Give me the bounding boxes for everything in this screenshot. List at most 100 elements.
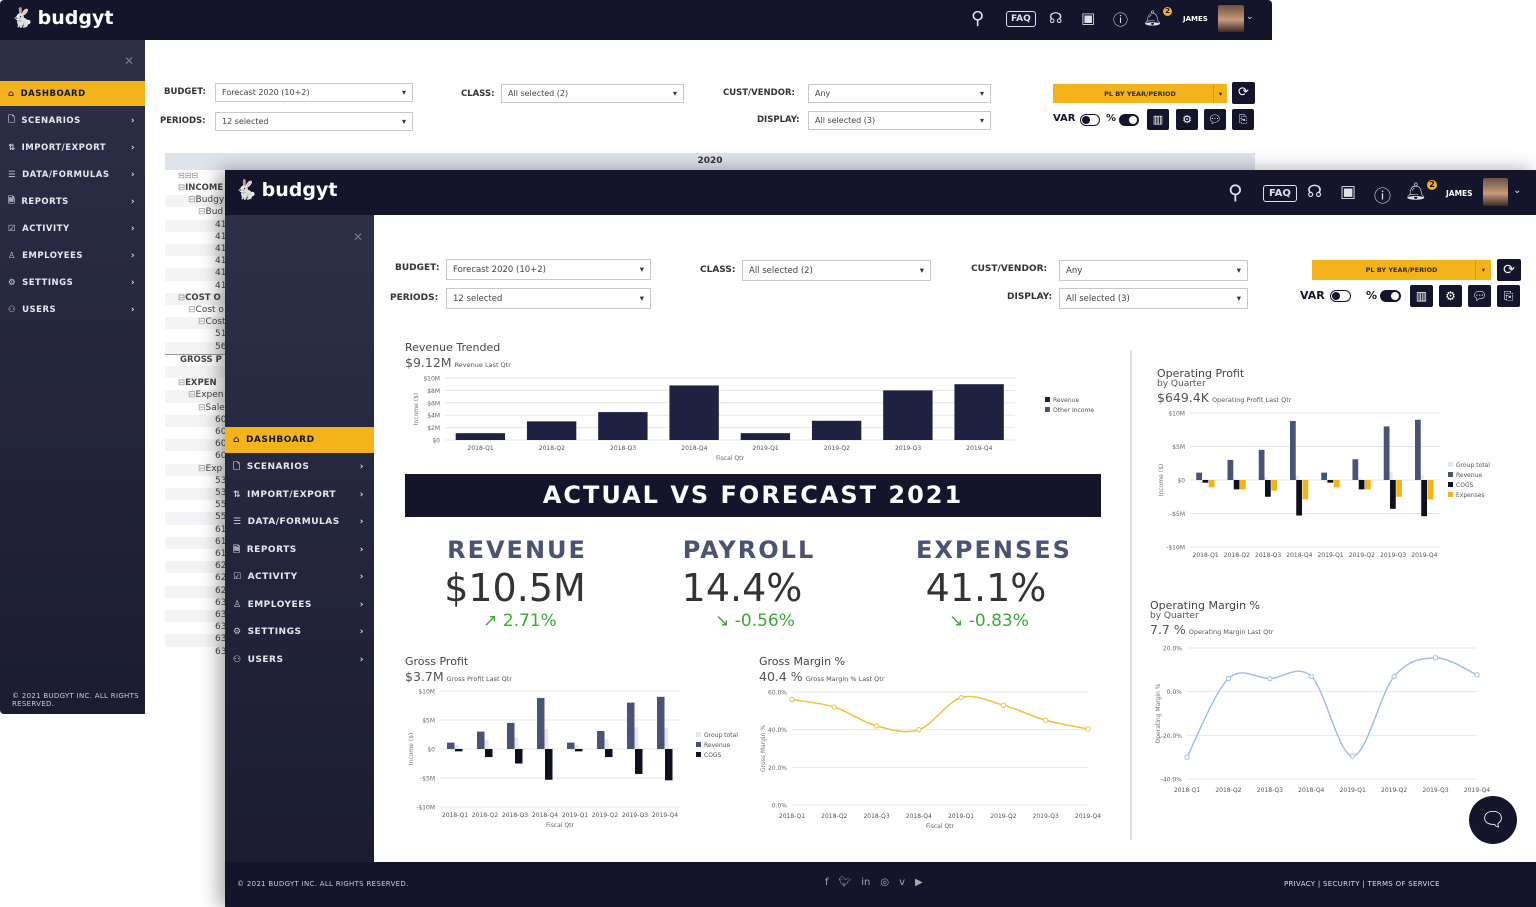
bell-icon[interactable]: 🔔︎	[1143, 9, 1163, 27]
excel-export-icon[interactable]: ⎘	[1497, 285, 1520, 307]
class-select[interactable]: All selected (2) ▾	[501, 84, 684, 103]
user-name[interactable]: JAMES	[1446, 189, 1473, 198]
chevron-down-icon[interactable]: ⌄	[1246, 12, 1254, 22]
chat-button[interactable]: 🗨︎	[1469, 796, 1517, 844]
table-row[interactable]: ⊟INCOME	[165, 183, 225, 195]
table-row[interactable]: 60	[165, 414, 225, 427]
chart-icon[interactable]: ▥	[1147, 109, 1169, 130]
close-icon[interactable]: ✕	[124, 54, 135, 68]
table-row[interactable]: 61	[165, 549, 225, 561]
sidebar-item-settings[interactable]: ⚙ SETTINGS ›	[225, 620, 374, 646]
var-toggle[interactable]	[1330, 290, 1351, 302]
chevron-down-icon[interactable]: ⌄	[1513, 185, 1522, 196]
sidebar-item-dashboard[interactable]: ⌂ DASHBOARD	[225, 427, 374, 453]
table-row[interactable]: ⊟Cost	[165, 317, 225, 330]
budget-select[interactable]: Forecast 2020 (10+2) ▾	[446, 259, 651, 280]
table-row[interactable]: 56	[165, 341, 225, 354]
table-row[interactable]: 62	[165, 585, 225, 598]
bell-icon[interactable]: 🔔︎	[1405, 182, 1427, 202]
refresh-button[interactable]: ⟳	[1497, 259, 1521, 281]
faq-button[interactable]: FAQ	[1006, 11, 1036, 27]
table-row[interactable]: 63	[165, 647, 225, 659]
video-icon[interactable]: ▣	[1081, 9, 1096, 27]
table-row[interactable]: ⊟Budgy	[165, 195, 225, 208]
collapse-icon[interactable]: ⊟	[178, 292, 186, 303]
table-row[interactable]: ⊟Cost o	[165, 305, 225, 317]
excel-export-icon[interactable]: ⎘	[1232, 109, 1254, 130]
sidebar-item-employees[interactable]: ♙ EMPLOYEES ›	[0, 243, 145, 268]
comment-icon[interactable]: 💬︎	[1468, 285, 1491, 307]
var-toggle[interactable]	[1080, 114, 1100, 126]
search-icon[interactable]: ⚲	[971, 8, 985, 29]
logo[interactable]: 🐇 budgyt	[10, 6, 113, 30]
percent-toggle[interactable]	[1380, 290, 1401, 302]
info-icon[interactable]: ⓘ	[1113, 11, 1129, 29]
linkedin-icon[interactable]: in	[861, 877, 871, 888]
facebook-icon[interactable]: f	[825, 877, 829, 888]
sidebar-item-scenarios[interactable]: 🗋 SCENARIOS ›	[225, 455, 374, 481]
refresh-button[interactable]: ⟳	[1232, 82, 1255, 104]
table-row[interactable]: 41	[165, 268, 225, 281]
table-row[interactable]: ⊟Bud	[165, 207, 225, 219]
sidebar-item-scenarios[interactable]: 🗋 SCENARIOS ›	[0, 108, 145, 133]
table-row[interactable]: 60	[165, 427, 225, 439]
collapse-icon[interactable]: ⊟	[188, 305, 196, 315]
sidebar-item-users[interactable]: ⚇ USERS ›	[0, 297, 145, 322]
report-type-button[interactable]: PL BY YEAR/PERIOD ▾	[1053, 84, 1227, 103]
table-row[interactable]: 41	[165, 281, 225, 293]
sidebar-item-activity[interactable]: ☑ ACTIVITY ›	[0, 216, 145, 241]
collapse-icon[interactable]: ⊟	[178, 378, 186, 389]
headset-icon[interactable]: ☊	[1307, 182, 1323, 202]
security-link[interactable]: SECURITY	[1323, 880, 1360, 888]
sidebar-item-import-export[interactable]: ⇅ IMPORT/EXPORT ›	[0, 135, 145, 160]
display-select[interactable]: All selected (3) ▾	[808, 111, 991, 130]
faq-button[interactable]: FAQ	[1263, 185, 1297, 202]
cust-vendor-select[interactable]: Any ▾	[808, 84, 991, 103]
gear-icon[interactable]: ⚙	[1176, 109, 1198, 130]
table-row[interactable]: ⊟EXPEN	[165, 378, 225, 390]
collapse-icon[interactable]: ⊟	[178, 183, 186, 193]
sidebar-item-settings[interactable]: ⚙ SETTINGS ›	[0, 270, 145, 295]
sidebar-item-data-formulas[interactable]: ☰ DATA/FORMULAS ›	[0, 162, 145, 187]
table-row[interactable]: 41	[165, 219, 225, 232]
collapse-icon[interactable]: ⊟	[198, 317, 206, 328]
avatar[interactable]	[1218, 5, 1244, 32]
table-row[interactable]: ⊟Expen	[165, 390, 225, 403]
sidebar-item-employees[interactable]: ♙ EMPLOYEES ›	[225, 592, 374, 618]
caret-down-icon[interactable]: ▾	[1213, 84, 1227, 103]
search-icon[interactable]: ⚲	[1228, 180, 1243, 204]
table-row[interactable]: 53	[165, 476, 225, 488]
twitter-icon[interactable]: 🐦︎	[838, 877, 852, 888]
logo[interactable]: 🐇 budgyt	[234, 178, 337, 202]
display-select[interactable]: All selected (3) ▾	[1059, 288, 1248, 309]
youtube-icon[interactable]: ▶	[915, 877, 923, 888]
collapse-icon[interactable]: ⊟	[188, 195, 196, 206]
collapse-icon[interactable]: ⊟	[198, 402, 206, 413]
table-row[interactable]: 61	[165, 536, 225, 549]
gear-icon[interactable]: ⚙	[1439, 285, 1462, 307]
cust-vendor-select[interactable]: Any ▾	[1059, 260, 1248, 281]
terms-link[interactable]: TERMS OF SERVICE	[1367, 880, 1440, 888]
table-row[interactable]: 63	[165, 610, 225, 623]
collapse-icon[interactable]: ⊟	[198, 463, 206, 474]
table-row[interactable]: 55	[165, 500, 225, 512]
table-row[interactable]: GROSS P	[165, 353, 225, 366]
periods-select[interactable]: 12 selected ▾	[446, 288, 651, 309]
headset-icon[interactable]: ☊	[1049, 9, 1063, 27]
avatar[interactable]	[1483, 178, 1508, 206]
sidebar-item-import-export[interactable]: ⇅ IMPORT/EXPORT ›	[225, 482, 374, 508]
table-row[interactable]	[165, 366, 225, 379]
table-row[interactable]: 61	[165, 525, 225, 537]
table-row[interactable]: 41	[165, 232, 225, 244]
sidebar-item-users[interactable]: ⚇ USERS ›	[225, 647, 374, 673]
video-icon[interactable]: ▣	[1340, 182, 1357, 202]
sidebar-item-dashboard[interactable]: ⌂ DASHBOARD	[0, 81, 145, 106]
table-row[interactable]: 63	[165, 634, 225, 647]
sidebar-item-data-formulas[interactable]: ☰ DATA/FORMULAS ›	[225, 510, 374, 536]
sidebar-item-activity[interactable]: ☑ ACTIVITY ›	[225, 565, 374, 591]
table-row[interactable]: ⊟Exp	[165, 463, 225, 476]
close-icon[interactable]: ✕	[353, 230, 364, 244]
instagram-icon[interactable]: ◎	[880, 877, 890, 888]
chart-icon[interactable]: ▥	[1410, 285, 1433, 307]
table-row[interactable]: 53	[165, 488, 225, 501]
